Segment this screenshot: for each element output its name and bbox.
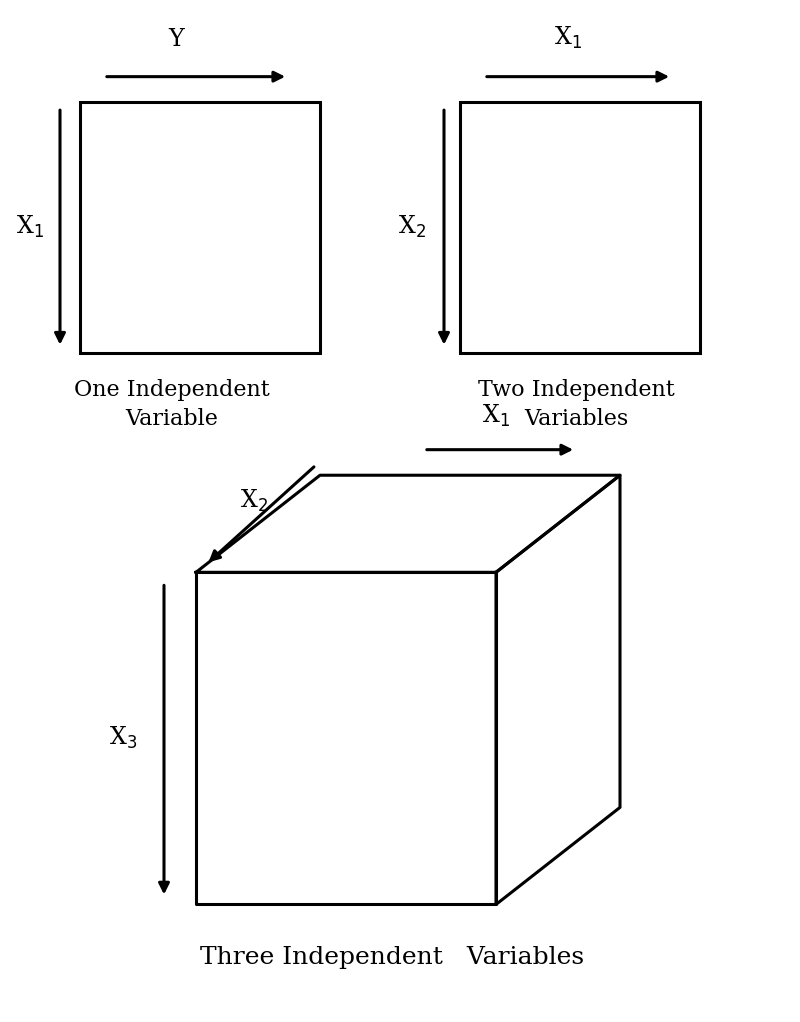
Text: Variable: Variable — [126, 408, 218, 430]
Bar — [80, 102, 320, 353]
Text: X$_1$: X$_1$ — [17, 214, 44, 240]
Text: X$_1$: X$_1$ — [482, 403, 510, 429]
Text: Three Independent   Variables: Three Independent Variables — [200, 946, 584, 969]
Text: One Independent: One Independent — [74, 379, 270, 402]
Text: Variables: Variables — [524, 408, 628, 430]
Text: X$_1$: X$_1$ — [554, 25, 582, 51]
Bar — [460, 102, 700, 353]
Text: X$_2$: X$_2$ — [241, 487, 268, 514]
Text: Two Independent: Two Independent — [478, 379, 674, 402]
Text: X$_2$: X$_2$ — [398, 214, 426, 240]
Text: Y: Y — [168, 28, 184, 51]
Text: X$_3$: X$_3$ — [110, 725, 138, 751]
